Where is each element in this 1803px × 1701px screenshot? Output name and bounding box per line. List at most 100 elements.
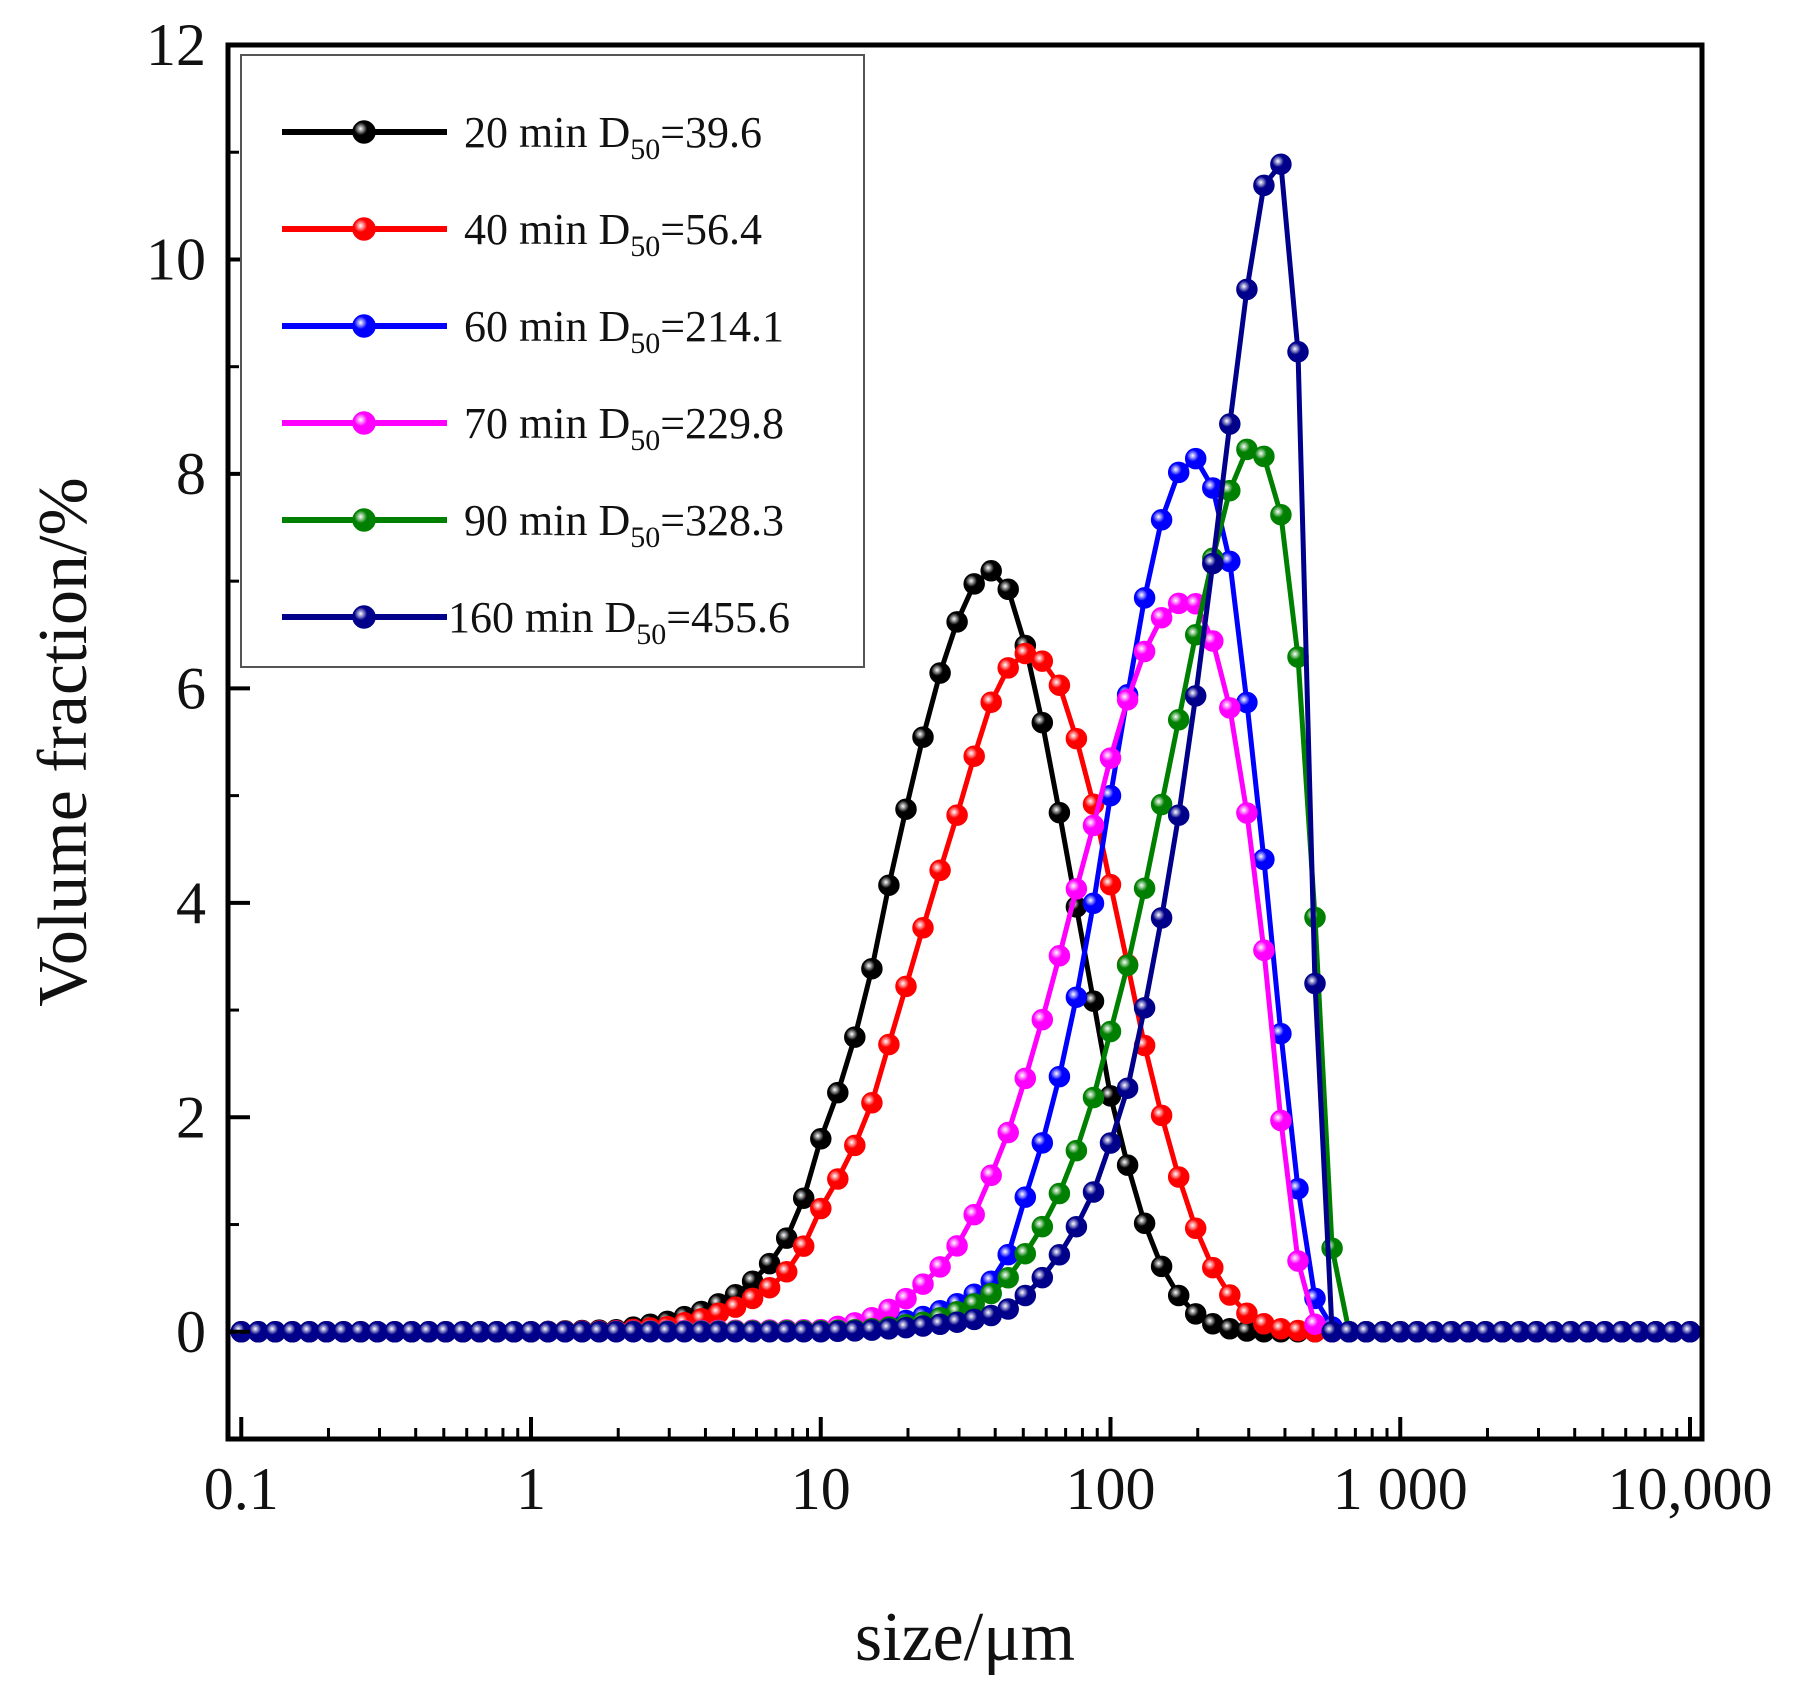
data-point bbox=[810, 1197, 832, 1220]
data-point bbox=[1082, 892, 1105, 915]
data-point bbox=[827, 1168, 849, 1190]
series-70-min bbox=[230, 592, 1701, 1343]
data-point bbox=[1236, 802, 1258, 824]
data-point bbox=[861, 957, 883, 980]
data-point bbox=[963, 1203, 985, 1226]
data-point bbox=[1048, 1065, 1071, 1088]
y-tick-label: 8 bbox=[176, 441, 206, 507]
data-point bbox=[1116, 1077, 1139, 1099]
data-point bbox=[1202, 552, 1224, 575]
data-point bbox=[1116, 688, 1139, 711]
data-point bbox=[912, 917, 934, 939]
legend-entry: 90 min D50=328.3 bbox=[282, 496, 784, 554]
data-point bbox=[1270, 153, 1292, 175]
data-point bbox=[997, 1121, 1019, 1144]
x-tick-label: 1 bbox=[516, 1456, 546, 1522]
data-point bbox=[1082, 1181, 1105, 1203]
data-point bbox=[758, 1252, 781, 1275]
data-point bbox=[980, 1282, 1002, 1305]
series-line bbox=[241, 600, 1690, 1335]
x-tick-label: 0.1 bbox=[204, 1456, 279, 1522]
y-tick-label: 0 bbox=[176, 1299, 206, 1365]
legend-swatch-marker bbox=[352, 120, 376, 144]
data-point bbox=[997, 1298, 1019, 1320]
x-tick-label: 1 000 bbox=[1333, 1456, 1468, 1522]
data-point bbox=[1065, 727, 1088, 750]
legend-entry: 60 min D50=214.1 bbox=[282, 302, 784, 360]
data-point bbox=[1150, 907, 1173, 929]
data-point bbox=[1031, 650, 1054, 672]
data-point bbox=[1133, 587, 1156, 609]
data-point bbox=[1099, 1020, 1122, 1043]
data-point bbox=[980, 560, 1002, 582]
legend-label: 70 min D50=229.8 bbox=[464, 399, 784, 457]
data-point bbox=[929, 859, 951, 882]
legend-entry: 160 min D50=455.6 bbox=[282, 593, 790, 651]
y-tick-label: 4 bbox=[176, 870, 206, 936]
data-point bbox=[929, 1256, 951, 1278]
data-point bbox=[1253, 174, 1275, 197]
data-point bbox=[946, 804, 968, 826]
data-point bbox=[997, 578, 1019, 601]
data-point bbox=[1184, 685, 1207, 707]
plot-frame bbox=[225, 42, 1705, 1442]
series-20-min bbox=[230, 560, 1701, 1343]
data-point bbox=[1150, 1104, 1173, 1127]
y-tick-label: 6 bbox=[176, 655, 206, 721]
data-point bbox=[912, 1273, 934, 1295]
data-point bbox=[1048, 674, 1071, 696]
data-point bbox=[1133, 1212, 1156, 1235]
data-point bbox=[1048, 1244, 1071, 1266]
data-point bbox=[1150, 606, 1173, 629]
x-tick-label: 100 bbox=[1066, 1456, 1156, 1522]
data-point bbox=[1065, 986, 1088, 1008]
data-point bbox=[1184, 1217, 1207, 1240]
data-point bbox=[1184, 1303, 1207, 1325]
data-point bbox=[861, 1092, 883, 1114]
legend-label: 60 min D50=214.1 bbox=[464, 302, 784, 360]
data-point bbox=[827, 1081, 849, 1104]
data-point bbox=[1150, 509, 1173, 531]
data-point bbox=[1031, 1132, 1054, 1154]
data-point bbox=[1048, 945, 1071, 967]
data-point bbox=[1014, 1284, 1037, 1307]
data-point bbox=[878, 1033, 900, 1056]
data-point bbox=[1031, 1266, 1054, 1289]
y-axis-title: Volume fraction/% bbox=[25, 477, 102, 1006]
legend-entry: 70 min D50=229.8 bbox=[282, 399, 784, 457]
data-point bbox=[1031, 1008, 1054, 1031]
legend-swatch-marker bbox=[352, 217, 376, 241]
series-40-min bbox=[230, 642, 1701, 1343]
legend-label: 20 min D50=39.6 bbox=[464, 108, 762, 166]
data-point bbox=[1133, 997, 1156, 1019]
data-point bbox=[980, 1164, 1002, 1187]
data-point bbox=[1253, 445, 1275, 468]
data-point bbox=[1167, 804, 1190, 826]
legend-swatch-marker bbox=[352, 605, 376, 629]
legend-swatch-marker bbox=[352, 508, 376, 532]
legend-swatch-marker bbox=[352, 314, 376, 338]
data-point bbox=[997, 657, 1019, 679]
data-point bbox=[1031, 1215, 1054, 1238]
axis-layer: 0.1 1 10 100 1 000 10,000 0 2 4 6 8 10 12 bbox=[146, 12, 1773, 1522]
x-axis-title: size/μm bbox=[855, 1599, 1075, 1676]
data-point bbox=[775, 1261, 798, 1283]
data-point bbox=[1219, 697, 1241, 719]
data-point bbox=[895, 975, 917, 998]
data-point bbox=[1048, 1182, 1071, 1205]
data-point bbox=[1167, 461, 1190, 484]
data-point bbox=[1048, 801, 1071, 824]
data-point bbox=[1219, 1284, 1241, 1306]
data-point bbox=[1679, 1321, 1701, 1343]
data-point bbox=[1014, 1242, 1037, 1265]
series-layer bbox=[230, 153, 1701, 1343]
data-point bbox=[1150, 793, 1173, 816]
data-point bbox=[844, 1026, 866, 1048]
data-point bbox=[1031, 711, 1054, 734]
y-tick-label: 2 bbox=[176, 1084, 206, 1150]
data-point bbox=[1167, 709, 1190, 731]
y-tick-label: 10 bbox=[146, 226, 206, 292]
data-point bbox=[912, 726, 934, 748]
data-point bbox=[1321, 1237, 1343, 1259]
